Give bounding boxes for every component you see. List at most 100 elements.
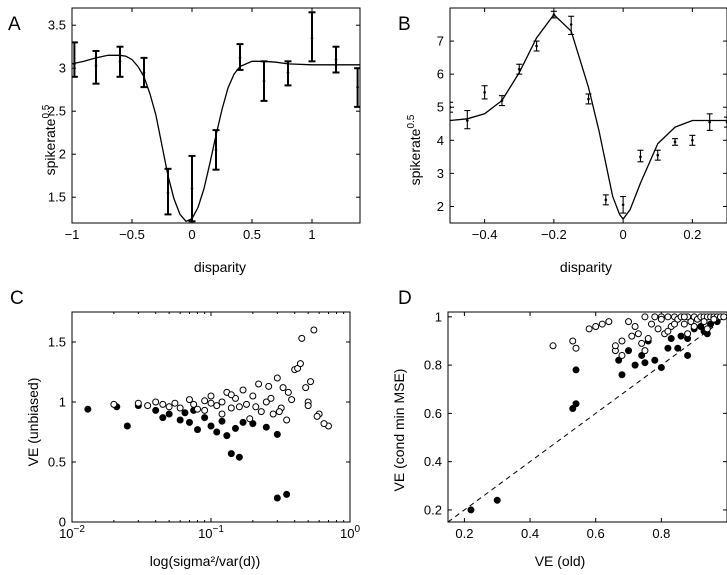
panel-c-point-open [171,399,179,407]
panel-c-point-open [279,384,287,392]
panel-d-point-filled [667,335,675,343]
panel-c-point-filled [273,430,281,438]
panel-c-point-open [190,400,198,408]
panel-c-point-open [320,420,328,428]
panel-a-data-point [166,191,170,195]
panel-c-point-open [201,406,209,414]
panel-b-xtick-label: 0.2 [683,227,701,242]
panel-c-ytick-label: 0.5 [48,455,66,470]
panel-d-point-open [634,330,642,338]
panel-d-point-filled [618,371,626,379]
panel-c-point-open [302,384,310,392]
panel-a-data-point [142,71,146,74]
panel-b-data-point [483,91,486,94]
panel-a-data-point [334,58,338,61]
panel-d-point-filled [615,356,623,364]
panel-a-ytick-label: 3.5 [48,18,66,33]
panel-c-point-open [152,398,160,406]
panel-c-point-open [218,398,226,406]
panel-c-point-filled [273,494,281,502]
panel-a: A spikerate0.5 disparity −1 −0.5 0 0.5 1 1.5 2… [8,7,361,275]
panel-d-point-open [572,344,580,352]
panel-d-point-open [631,322,639,330]
panel-label-c: C [10,288,24,309]
panel-c-point-open [227,404,235,412]
panel-d-xtick-label: 0.8 [652,526,670,541]
panel-b-xtick-label: 0 [620,227,627,242]
panel-c-point-filled [194,426,202,434]
panel-c-point-filled [227,450,235,458]
panel-c-point-open [304,402,312,410]
panel-a-data-point [94,64,98,67]
panel-c-xtick-label: 10−1 [198,524,224,541]
panel-d-point-open [644,335,652,343]
panel-c-point-filled [185,418,193,426]
panel-a-data-point [356,85,359,89]
panel-d-ytick-label: 0.6 [424,406,442,421]
panel-b-ytick-label: 3 [437,166,444,181]
panel-d-point-filled [493,496,501,504]
panel-d-point-open [641,313,649,321]
panel-c-point-filled [152,406,160,414]
panel-c-point-filled [123,422,131,430]
panel-a-ylabel: spikerate0.5 [41,104,58,175]
panel-d-point-open [700,318,708,326]
panel-c-point-open [265,382,273,390]
panel-a-xtick-label: −0.5 [119,227,145,242]
panel-d-point-open [687,318,695,326]
panel-d-point-open [670,320,678,328]
panel-c-point-open [110,400,118,408]
panel-a-xtick-label: 0 [188,227,195,242]
panel-d-point-filled [684,351,692,359]
panel-c-point-filled [201,414,209,422]
panel-b-data-point [691,139,694,142]
panel-label-b: B [398,14,411,35]
panel-c-point-open [249,392,257,400]
panel-a-data-point [238,56,242,60]
panel-c-point-open [313,412,321,420]
panel-label-d: D [398,288,412,309]
panel-c-point-filled [223,432,231,440]
panel-d-point-open [585,325,593,333]
panel-a-xlabel: disparity [194,259,246,275]
panel-d-point-open [628,332,636,340]
panel-c-point-filled [181,409,189,417]
panel-c-point-open [239,386,247,394]
panel-b-fit-curve [450,13,727,221]
panel-d-point-filled [651,356,659,364]
panel-c-point-filled [249,420,257,428]
panel-c-point-filled [176,416,184,424]
panel-a-data-point [286,71,290,74]
panel-d-point-filled [677,332,685,340]
panel-c-point-open [288,396,296,404]
panel-a-data-point [190,187,194,190]
panel-d-ytick-label: 0.8 [424,358,442,373]
panel-d-point-open [625,318,633,326]
panel-d-point-filled [467,506,475,514]
panel-c-point-filled [283,490,291,498]
panel-c-point-open [296,360,304,368]
panel-c-point-open [298,334,306,342]
panel-d-point-open [720,313,727,321]
panel-d-point-filled [664,344,672,352]
panel-a-data-point [214,148,218,152]
panel-c-axes [71,311,351,523]
panel-d-xtick-label: 0.6 [587,526,605,541]
panel-b-data-point [604,198,608,202]
panel-d-ytick-label: 0.4 [424,454,442,469]
panel-c-point-filled [239,418,247,426]
panel-c-point-open [246,415,254,423]
panel-d-point-open [638,339,646,347]
panel-d-point-filled [572,400,580,408]
panel-b-ytick-label: 5 [437,100,444,115]
panel-d-point-filled [641,359,649,367]
panel-d-point-open [657,315,665,323]
panel-a-data-point [310,36,314,40]
panel-c-point-filled [213,428,221,436]
panel-c-point-filled [235,453,243,461]
panel-c-point-open [165,403,173,411]
panel-b-data-point [639,155,642,159]
panel-c-point-open [144,402,152,410]
panel-c-point-filled [159,414,167,422]
panel-a-axes [71,7,361,224]
